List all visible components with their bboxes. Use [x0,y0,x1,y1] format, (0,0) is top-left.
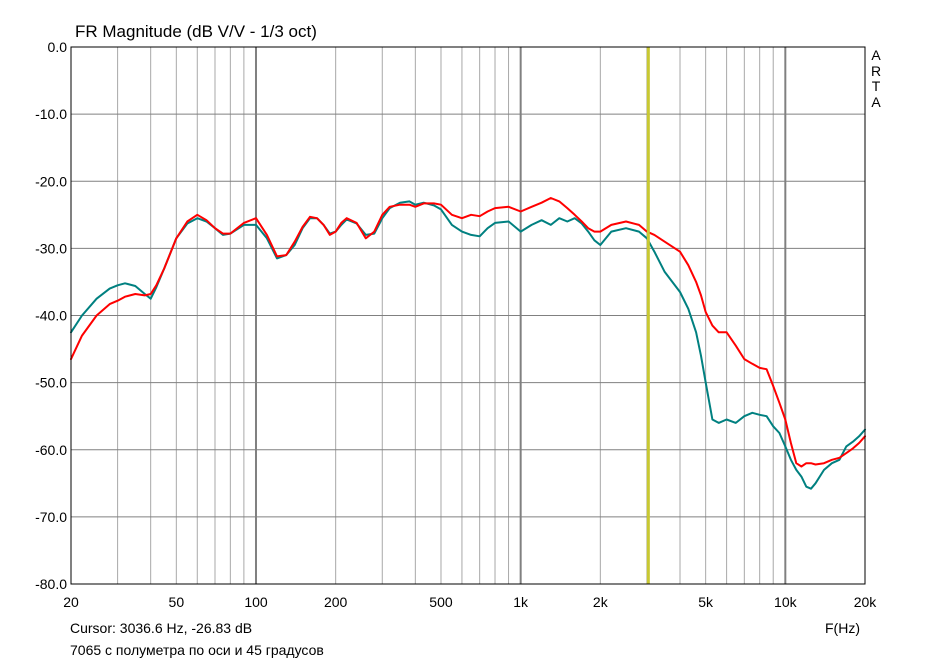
chart-title: FR Magnitude (dB V/V - 1/3 oct) [75,22,317,41]
y-tick-label: -20.0 [35,173,67,189]
arta-brand: A R T A [869,47,883,110]
series-layer [70,197,866,490]
x-tick-label: 5k [698,594,714,610]
x-tick-label: 500 [429,594,453,610]
series-line-1 [70,200,866,490]
brand-letter: R [870,62,882,79]
y-tick-label: -60.0 [35,442,67,458]
series-line-2 [70,197,866,468]
x-tick-label: 50 [169,594,185,610]
plot-frame [70,46,866,585]
x-tick-label: 2k [593,594,609,610]
y-tick-label: -10.0 [35,106,67,122]
x-tick-label: 1k [513,594,529,610]
x-tick-label: 20k [854,594,878,610]
x-tick-label: 200 [324,594,348,610]
y-tick-label: -80.0 [35,576,67,592]
y-tick-label: -40.0 [35,308,67,324]
y-tick-label: 0.0 [48,39,68,55]
brand-letter: T [871,78,881,94]
y-tick-label: -30.0 [35,240,67,256]
measurement-note: 7065 с полуметра по оси и 45 градусов [70,642,324,658]
grid [71,47,865,584]
axis-ticks: 0.0 -10.0 -20.0 -30.0 -40.0 -50.0 -60.0 -70.0 -8… [35,39,877,610]
x-tick-label: 10k [774,594,798,610]
x-axis-title: F(Hz) [825,620,860,636]
brand-letter: A [871,47,881,63]
cursor-readout: Cursor: 3036.6 Hz, -26.83 dB [70,620,253,636]
x-tick-label: 100 [244,594,268,610]
y-tick-label: -70.0 [35,509,67,525]
brand-letter: A [871,93,881,110]
y-tick-label: -50.0 [35,375,67,391]
x-tick-label: 20 [63,594,79,610]
